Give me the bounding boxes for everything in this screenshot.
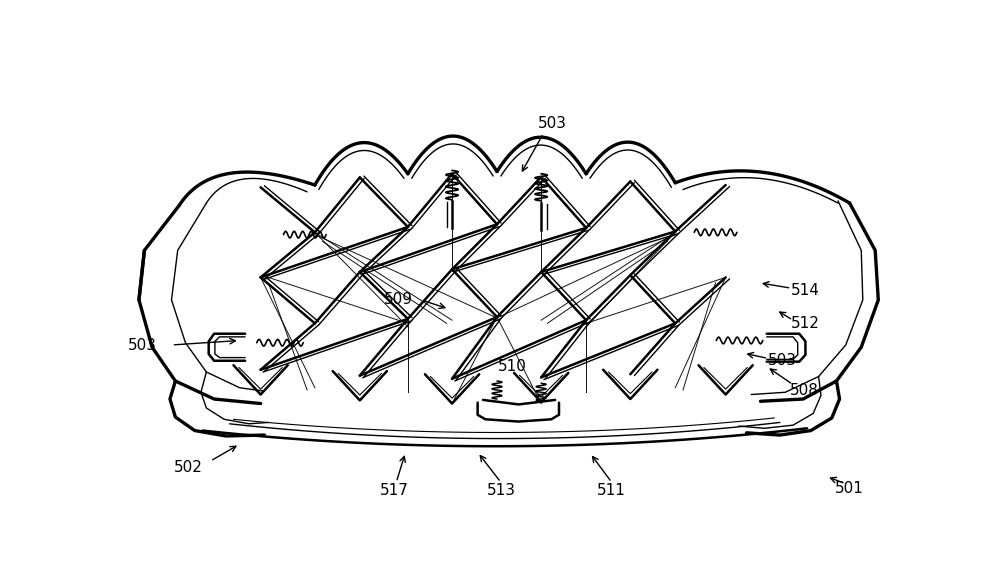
Text: 513: 513 bbox=[486, 483, 515, 497]
Text: 501: 501 bbox=[835, 481, 864, 495]
Text: 503: 503 bbox=[538, 116, 567, 131]
Text: 514: 514 bbox=[791, 283, 820, 298]
Text: 511: 511 bbox=[597, 483, 626, 497]
Text: 502: 502 bbox=[174, 460, 203, 475]
Text: 510: 510 bbox=[498, 359, 527, 374]
Text: 503: 503 bbox=[128, 338, 157, 353]
Text: 517: 517 bbox=[379, 483, 408, 497]
Text: 512: 512 bbox=[791, 316, 820, 331]
Text: 503: 503 bbox=[768, 353, 797, 368]
Text: 509: 509 bbox=[384, 291, 413, 307]
Text: 508: 508 bbox=[789, 383, 818, 398]
